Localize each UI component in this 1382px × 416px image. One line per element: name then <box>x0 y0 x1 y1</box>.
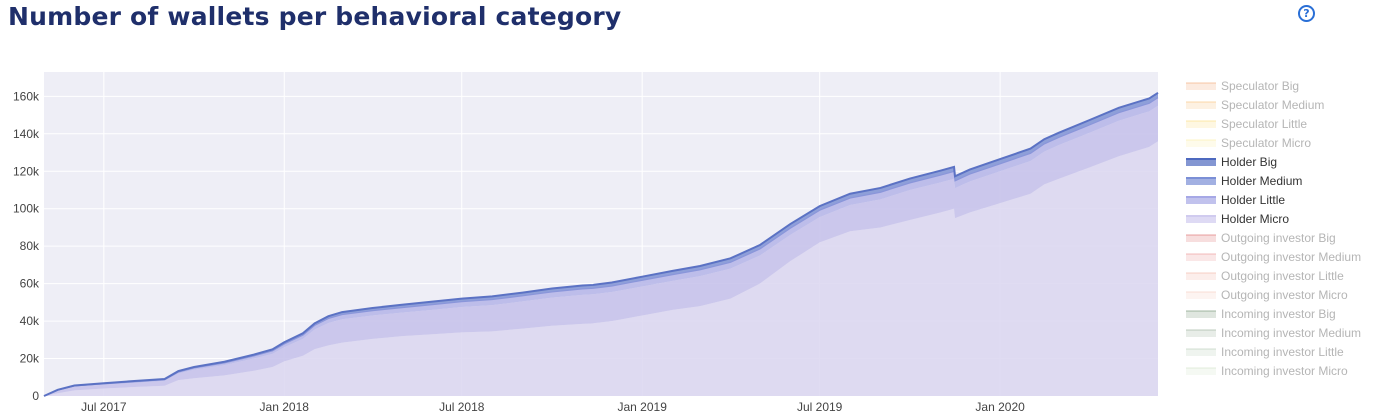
legend-label: Holder Big <box>1221 155 1277 169</box>
legend-item[interactable]: Incoming investor Little <box>1186 345 1344 359</box>
legend-item[interactable]: Speculator Medium <box>1186 98 1324 112</box>
legend-label: Outgoing investor Big <box>1221 231 1336 245</box>
legend-item[interactable]: Holder Big <box>1186 155 1277 169</box>
legend-label: Incoming investor Medium <box>1221 326 1361 340</box>
legend-item[interactable]: Incoming investor Micro <box>1186 364 1348 378</box>
legend-swatch <box>1186 197 1216 204</box>
y-tick-label: 80k <box>20 239 40 253</box>
legend-item[interactable]: Outgoing investor Micro <box>1186 288 1348 302</box>
y-tick-label: 40k <box>20 314 40 328</box>
x-tick-label: Jan 2019 <box>617 400 667 414</box>
legend-swatch <box>1186 273 1216 280</box>
line-holder-medium <box>43 97 1159 397</box>
legend-item[interactable]: Speculator Little <box>1186 117 1307 131</box>
legend-swatch <box>1186 216 1216 223</box>
legend-swatch <box>1186 102 1216 109</box>
y-tick-label: 20k <box>20 352 40 366</box>
legend-label: Incoming investor Little <box>1221 345 1344 359</box>
legend-swatch <box>1186 83 1216 90</box>
legend-label: Speculator Micro <box>1221 136 1311 150</box>
legend-label: Holder Little <box>1221 193 1285 207</box>
x-tick-label: Jan 2020 <box>975 400 1025 414</box>
legend-label: Speculator Little <box>1221 117 1307 131</box>
y-tick-label: 100k <box>13 202 40 216</box>
legend-item[interactable]: Incoming investor Big <box>1186 307 1336 321</box>
legend-item[interactable]: Speculator Big <box>1186 79 1299 93</box>
y-tick-label: 0 <box>32 389 39 403</box>
legend-item[interactable]: Incoming investor Medium <box>1186 326 1361 340</box>
legend-swatch <box>1186 292 1216 299</box>
legend-label: Outgoing investor Micro <box>1221 288 1348 302</box>
chart-title: Number of wallets per behavioral categor… <box>8 2 622 31</box>
legend-swatch <box>1186 235 1216 242</box>
legend-label: Outgoing investor Little <box>1221 269 1344 283</box>
legend-swatch <box>1186 330 1216 337</box>
legend-swatch <box>1186 349 1216 356</box>
x-tick-label: Jul 2017 <box>81 400 127 414</box>
legend-swatch <box>1186 121 1216 128</box>
legend-label: Incoming investor Micro <box>1221 364 1348 378</box>
legend-item[interactable]: Outgoing investor Medium <box>1186 250 1361 264</box>
legend-label: Holder Micro <box>1221 212 1289 226</box>
x-tick-label: Jul 2019 <box>797 400 843 414</box>
legend-swatch <box>1186 311 1216 318</box>
legend-label: Incoming investor Big <box>1221 307 1336 321</box>
y-tick-label: 120k <box>13 164 40 178</box>
x-tick-label: Jan 2018 <box>260 400 310 414</box>
legend-label: Speculator Medium <box>1221 98 1324 112</box>
legend-item[interactable]: Holder Little <box>1186 193 1285 207</box>
legend-label: Speculator Big <box>1221 79 1299 93</box>
legend-item[interactable]: Outgoing investor Little <box>1186 269 1344 283</box>
y-tick-label: 60k <box>20 277 40 291</box>
legend-swatch <box>1186 159 1216 166</box>
legend-item[interactable]: Outgoing investor Big <box>1186 231 1336 245</box>
legend-item[interactable]: Holder Micro <box>1186 212 1289 226</box>
legend-label: Outgoing investor Medium <box>1221 250 1361 264</box>
line-holder-big <box>43 91 1159 397</box>
legend-swatch <box>1186 368 1216 375</box>
help-icon[interactable]: ? <box>1298 5 1315 22</box>
legend-item[interactable]: Speculator Micro <box>1186 136 1311 150</box>
legend-swatch <box>1186 254 1216 261</box>
area-holder-micro[interactable] <box>44 141 1158 396</box>
legend-item[interactable]: Holder Medium <box>1186 174 1302 188</box>
legend-swatch <box>1186 140 1216 147</box>
legend-swatch <box>1186 178 1216 185</box>
legend-label: Holder Medium <box>1221 174 1302 188</box>
y-tick-label: 140k <box>13 127 40 141</box>
y-tick-label: 160k <box>13 89 40 103</box>
x-tick-label: Jul 2018 <box>439 400 485 414</box>
